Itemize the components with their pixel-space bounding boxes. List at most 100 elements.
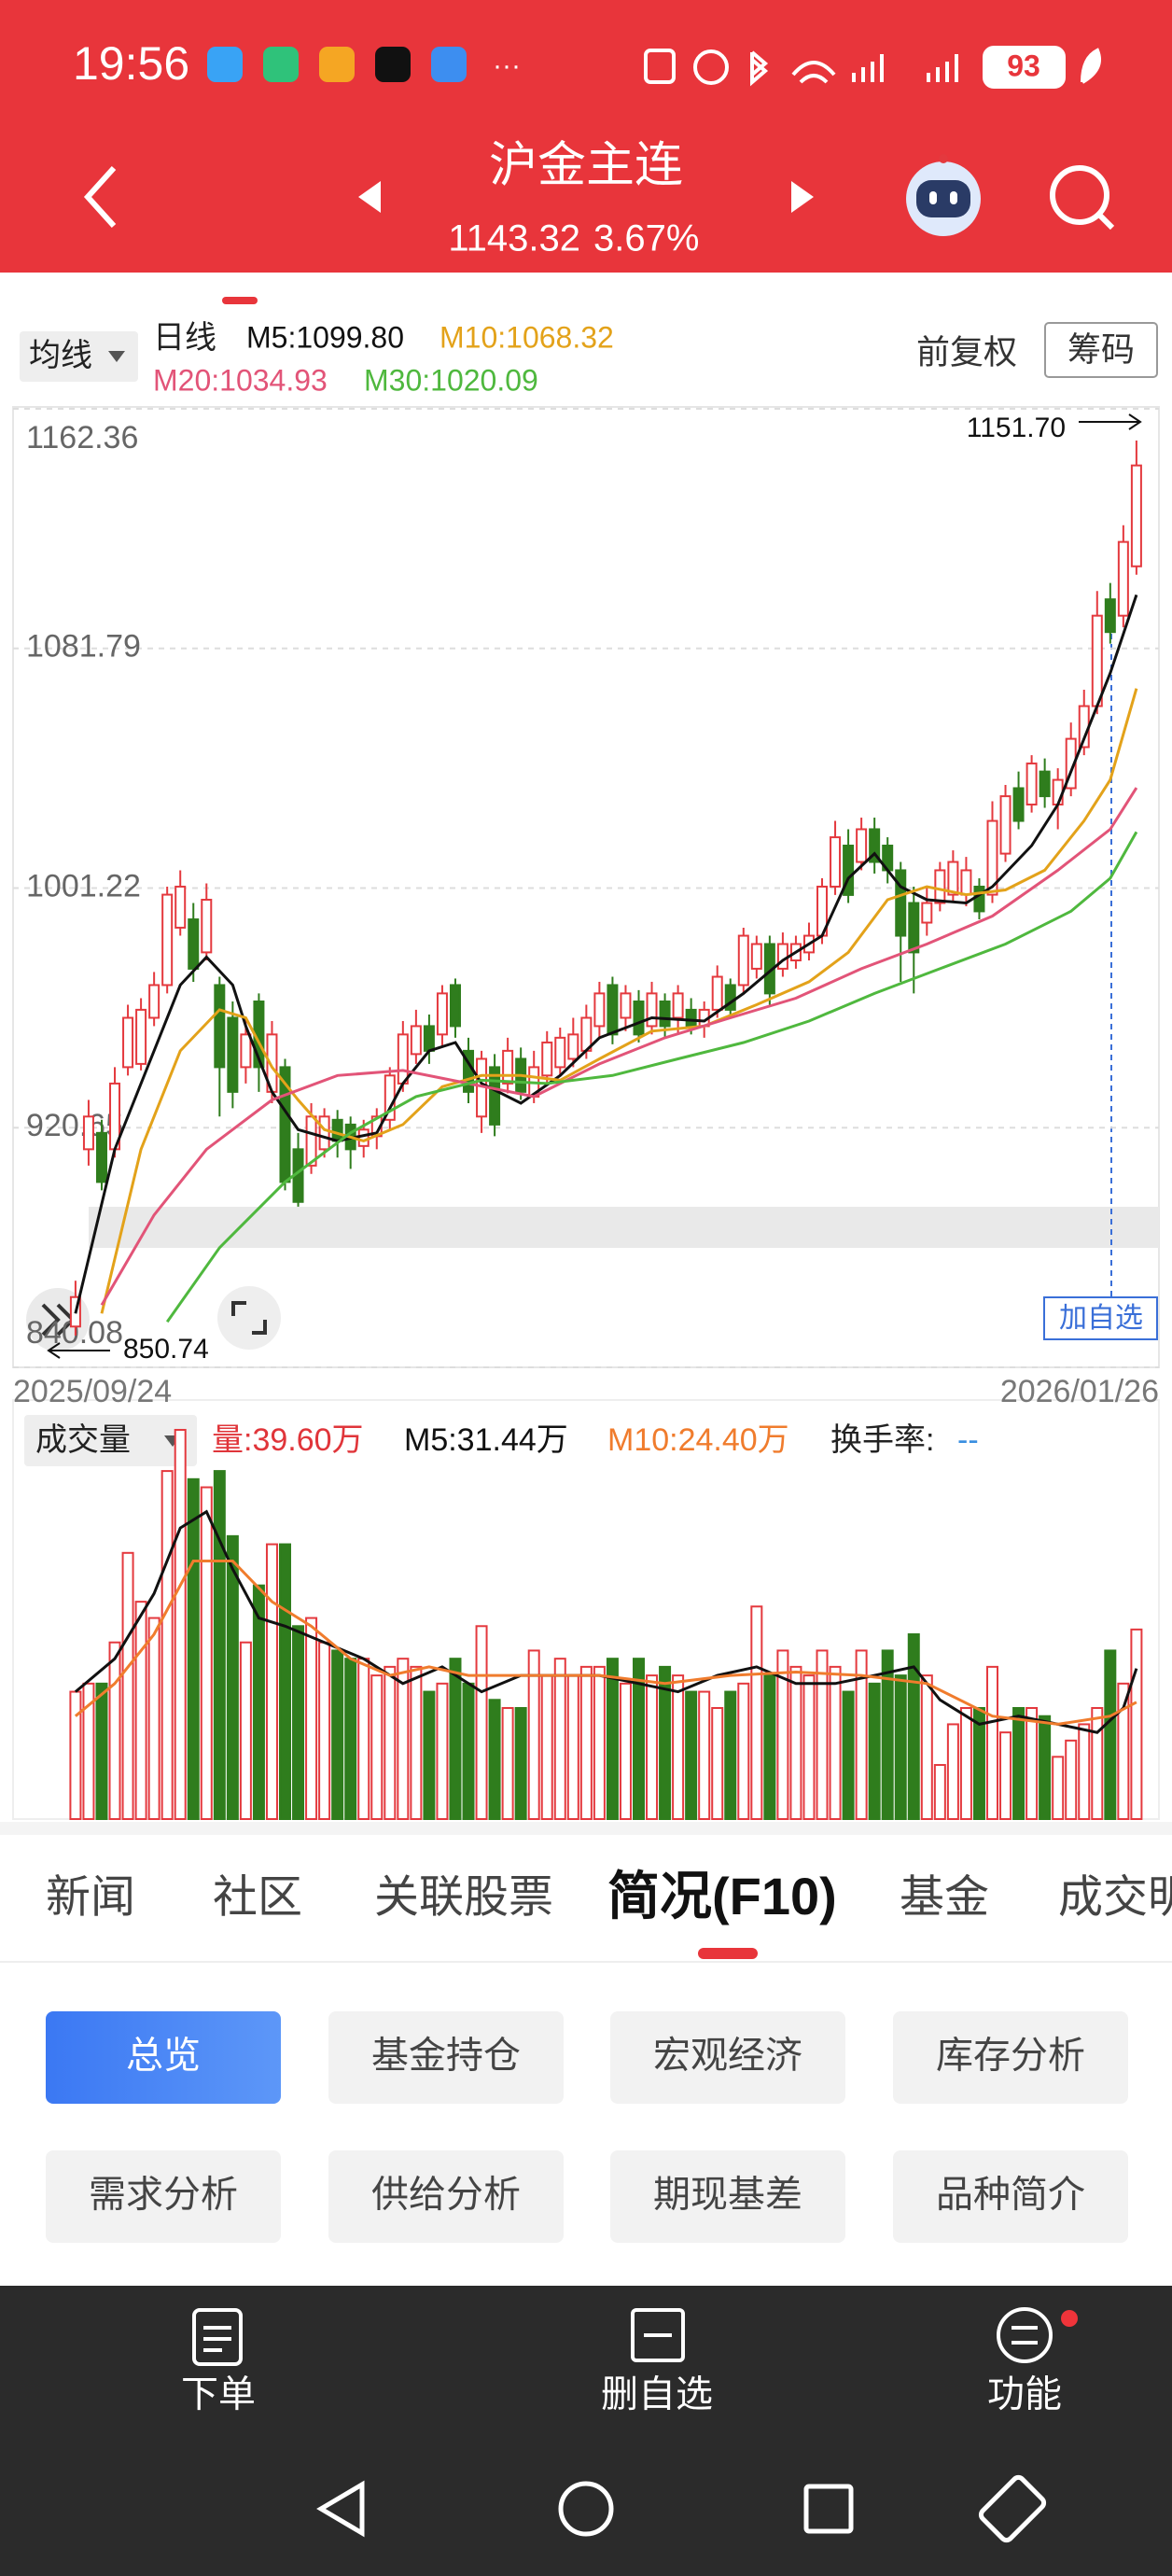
turnover-label: 换手率: [830,1422,934,1458]
candle-body [960,869,972,896]
add-watch[interactable]: 加自选 [1059,1303,1143,1334]
remove-watch-icon[interactable] [631,2308,685,2362]
volume-bar [108,1641,121,1821]
adjust[interactable]: 前复权 [916,333,1017,371]
y-tick-label: 1081.79 [26,629,141,665]
volume-bar [1117,1682,1130,1820]
volume-bar [357,1658,370,1820]
info-tab[interactable]: 关联股票 [374,1873,553,1923]
assistant-robot[interactable] [906,154,981,236]
candle-body [449,984,461,1028]
section-button-label[interactable]: 基金持仓 [371,2036,521,2077]
prev-contract[interactable] [358,181,381,213]
volume-bar [1104,1649,1117,1820]
candle-body [214,984,226,1069]
section-button-label[interactable]: 库存分析 [936,2036,1085,2077]
info-tab[interactable]: 新闻 [46,1873,135,1923]
bottom-action[interactable]: 下单 [181,2374,256,2415]
bottom-action[interactable]: 删自选 [601,2374,713,2415]
volume-bar [672,1674,685,1821]
volume-bar [147,1617,160,1820]
candle-body [750,943,762,970]
candle-body [410,1025,422,1056]
chips-box[interactable] [1044,322,1158,378]
section-button-label[interactable]: 供给分析 [371,2175,521,2216]
candle-body [921,902,933,924]
section-button[interactable] [610,2011,845,2104]
section-button-label[interactable]: 宏观经济 [653,2036,802,2077]
info-tab[interactable]: 基金 [900,1873,989,1923]
ma-menu-box[interactable] [20,331,138,382]
nav-home[interactable] [558,2481,614,2537]
info-tab[interactable]: 成交明 [1058,1873,1172,1923]
volume-bar [999,1731,1012,1820]
volume-bar [907,1633,920,1821]
bottom-action[interactable]: 功能 [987,2374,1062,2415]
nav-rotate[interactable] [978,2474,1047,2543]
volume-bar [685,1690,698,1820]
max-arrow [1079,413,1142,430]
volume-bar [659,1665,672,1821]
info-tab[interactable]: 简况(F10) [607,1867,837,1925]
section-button[interactable] [328,2150,564,2243]
volume-bar [1065,1739,1078,1821]
info-tab[interactable]: 社区 [213,1873,302,1923]
section-button[interactable] [328,2011,564,2104]
candle-body [174,885,187,929]
volume-bar [462,1682,475,1820]
candle-body [240,1033,252,1069]
section-button[interactable] [46,2011,281,2104]
volume-bar [370,1674,384,1821]
volume-bar [763,1674,776,1821]
candle-body [986,819,998,896]
volume-bar [868,1682,881,1820]
section-button[interactable] [46,2150,281,2243]
volume-menu-box[interactable] [24,1415,197,1466]
section-button[interactable] [893,2150,1128,2243]
candle-body [776,943,788,970]
candle-body [331,1118,343,1142]
section-button[interactable] [893,2011,1128,2104]
candle-body [554,1036,566,1069]
ma-line [165,831,1138,1323]
volume-bar [305,1617,318,1820]
volume-bar [972,1706,985,1821]
search-button[interactable] [1050,165,1115,231]
volume-bar [750,1605,763,1821]
battery-level: 93 [1007,49,1040,82]
fullscreen[interactable] [217,1286,281,1350]
order-icon[interactable] [192,2308,243,2366]
section-button[interactable] [610,2150,845,2243]
nav-back[interactable] [316,2480,365,2538]
next-contract[interactable] [791,181,814,213]
functions-icon[interactable] [997,2307,1053,2363]
candle-body [227,1016,239,1093]
chips[interactable]: 筹码 [1067,330,1135,369]
section-button-label[interactable]: 总览 [126,2036,201,2077]
volume-bar [344,1658,357,1820]
section-button-label[interactable]: 品种简介 [936,2175,1085,2216]
candle-body [830,836,842,888]
nav-bar [316,2474,1047,2543]
volume-bar [239,1641,252,1821]
add-watch-box[interactable] [1043,1296,1158,1340]
min-annotation: 850.74 [123,1334,209,1365]
legend-entry: M10:1068.32 [440,320,614,354]
tab-indicator [222,297,258,304]
volume-bar [1026,1706,1039,1821]
legend-entry: M20:1034.93 [153,363,328,397]
back-button[interactable] [83,165,117,229]
ma-menu[interactable]: 均线 [29,338,92,373]
volume-menu[interactable]: 成交量 [35,1422,131,1458]
candle-body [856,828,868,863]
section-button-label[interactable]: 需求分析 [89,2175,238,2216]
nav-recent[interactable] [803,2484,854,2534]
volume-bar [1130,1628,1143,1820]
ma-line [100,787,1138,1307]
candle-body [973,885,985,913]
volume-bar [279,1543,292,1820]
volume-bar [213,1470,226,1821]
section-button-label[interactable]: 期现基差 [653,2175,802,2216]
period: 日线 [153,320,216,356]
